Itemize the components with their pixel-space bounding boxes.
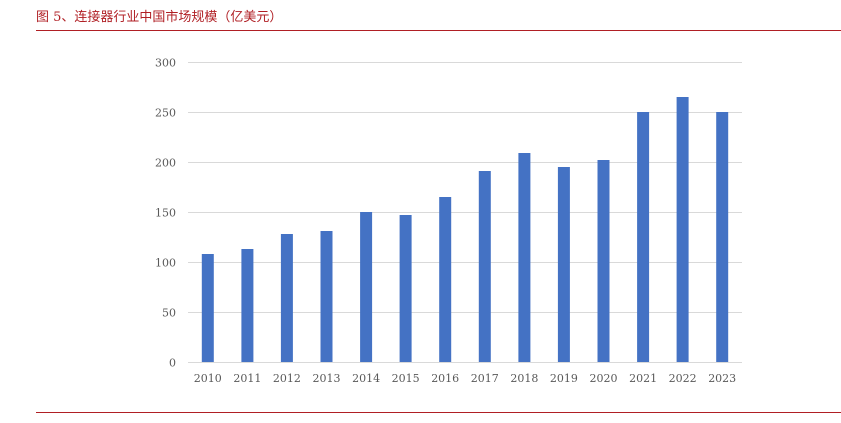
x-axis-ticks: 2010 2011 2012 2013 2014 2015 2016 2017 2018 2019… [194, 372, 736, 385]
y-axis-ticks: 0 50 100 150 200 250 300 [155, 57, 176, 370]
bar-2023 [716, 112, 729, 362]
figure-title: 图 5、连接器行业中国市场规模（亿美元） [36, 10, 283, 25]
x-tick-label: 2020 [590, 372, 618, 385]
footer-divider [36, 412, 841, 413]
x-tick-label: 2017 [471, 372, 499, 385]
x-tick-label: 2018 [510, 372, 538, 385]
y-tick-label: 200 [155, 157, 176, 170]
x-tick-label: 2016 [431, 372, 459, 385]
gridlines [188, 62, 742, 363]
y-tick-label: 300 [155, 57, 176, 70]
x-tick-label: 2013 [313, 372, 341, 385]
bar-2020 [597, 160, 610, 362]
bar-2016 [439, 197, 452, 362]
bar-2010 [201, 254, 214, 362]
bar-2015 [399, 215, 412, 362]
x-tick-label: 2012 [273, 372, 301, 385]
y-tick-label: 150 [155, 207, 176, 220]
bar-2012 [280, 234, 293, 362]
x-tick-label: 2014 [352, 372, 380, 385]
bar-2013 [320, 231, 333, 362]
x-tick-label: 2022 [669, 372, 697, 385]
bar-2011 [241, 249, 254, 362]
x-tick-label: 2015 [392, 372, 420, 385]
bar-2017 [478, 171, 491, 362]
x-tick-label: 2023 [708, 372, 736, 385]
title-divider [36, 30, 841, 31]
y-tick-label: 250 [155, 107, 176, 120]
bar-2019 [557, 167, 570, 362]
y-tick-label: 50 [162, 307, 176, 320]
x-tick-label: 2019 [550, 372, 578, 385]
bar-2018 [518, 153, 531, 362]
bar-2021 [637, 112, 650, 362]
bars [201, 97, 729, 362]
x-tick-label: 2011 [233, 372, 261, 385]
x-tick-label: 2010 [194, 372, 222, 385]
bar-2022 [676, 97, 689, 362]
bar-2014 [360, 212, 373, 362]
y-tick-label: 100 [155, 257, 176, 270]
y-tick-label: 0 [169, 357, 176, 370]
x-tick-label: 2021 [629, 372, 657, 385]
